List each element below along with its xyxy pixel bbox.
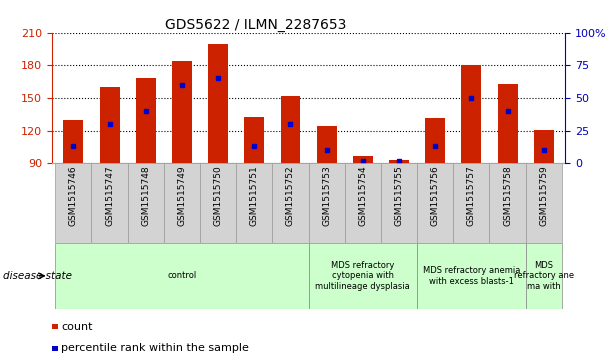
Bar xyxy=(128,163,164,243)
Bar xyxy=(489,163,526,243)
Text: GSM1515746: GSM1515746 xyxy=(69,166,78,227)
Bar xyxy=(200,163,236,243)
Bar xyxy=(526,243,562,309)
Bar xyxy=(244,117,264,163)
Bar xyxy=(164,163,200,243)
Bar xyxy=(497,84,517,163)
Text: MDS refractory
cytopenia with
multilineage dysplasia: MDS refractory cytopenia with multilinea… xyxy=(316,261,410,291)
Bar xyxy=(425,118,445,163)
Text: disease state: disease state xyxy=(3,271,72,281)
Text: GSM1515757: GSM1515757 xyxy=(467,166,476,227)
Bar xyxy=(417,243,526,309)
Bar xyxy=(389,160,409,163)
Text: GSM1515758: GSM1515758 xyxy=(503,166,512,227)
Bar xyxy=(55,243,308,309)
Bar xyxy=(353,156,373,163)
Bar xyxy=(417,163,454,243)
Bar xyxy=(55,163,91,243)
Bar xyxy=(100,87,120,163)
Text: GSM1515753: GSM1515753 xyxy=(322,166,331,227)
Text: GSM1515752: GSM1515752 xyxy=(286,166,295,227)
Text: GSM1515750: GSM1515750 xyxy=(213,166,223,227)
Bar xyxy=(534,130,554,163)
Bar xyxy=(236,163,272,243)
Text: GSM1515755: GSM1515755 xyxy=(395,166,404,227)
Bar xyxy=(461,65,482,163)
Text: GSM1515749: GSM1515749 xyxy=(178,166,187,227)
Text: GSM1515747: GSM1515747 xyxy=(105,166,114,227)
Bar xyxy=(172,61,192,163)
Bar xyxy=(208,44,228,163)
Text: GSM1515754: GSM1515754 xyxy=(358,166,367,227)
Bar xyxy=(272,163,308,243)
Bar xyxy=(526,163,562,243)
Bar xyxy=(308,243,417,309)
Bar xyxy=(381,163,417,243)
Text: count: count xyxy=(61,322,92,332)
Bar xyxy=(345,163,381,243)
Bar xyxy=(136,78,156,163)
Text: GSM1515756: GSM1515756 xyxy=(430,166,440,227)
Text: control: control xyxy=(167,272,196,280)
Text: GSM1515751: GSM1515751 xyxy=(250,166,259,227)
Text: GSM1515748: GSM1515748 xyxy=(141,166,150,227)
Text: MDS
refractory ane
ma with: MDS refractory ane ma with xyxy=(514,261,574,291)
Bar xyxy=(308,163,345,243)
Bar xyxy=(454,163,489,243)
Bar xyxy=(280,96,300,163)
Text: GSM1515759: GSM1515759 xyxy=(539,166,548,227)
Bar xyxy=(91,163,128,243)
Bar xyxy=(63,120,83,163)
Text: MDS refractory anemia
with excess blasts-1: MDS refractory anemia with excess blasts… xyxy=(423,266,520,286)
Text: percentile rank within the sample: percentile rank within the sample xyxy=(61,343,249,354)
Text: GDS5622 / ILMN_2287653: GDS5622 / ILMN_2287653 xyxy=(165,18,346,32)
Bar xyxy=(317,126,337,163)
